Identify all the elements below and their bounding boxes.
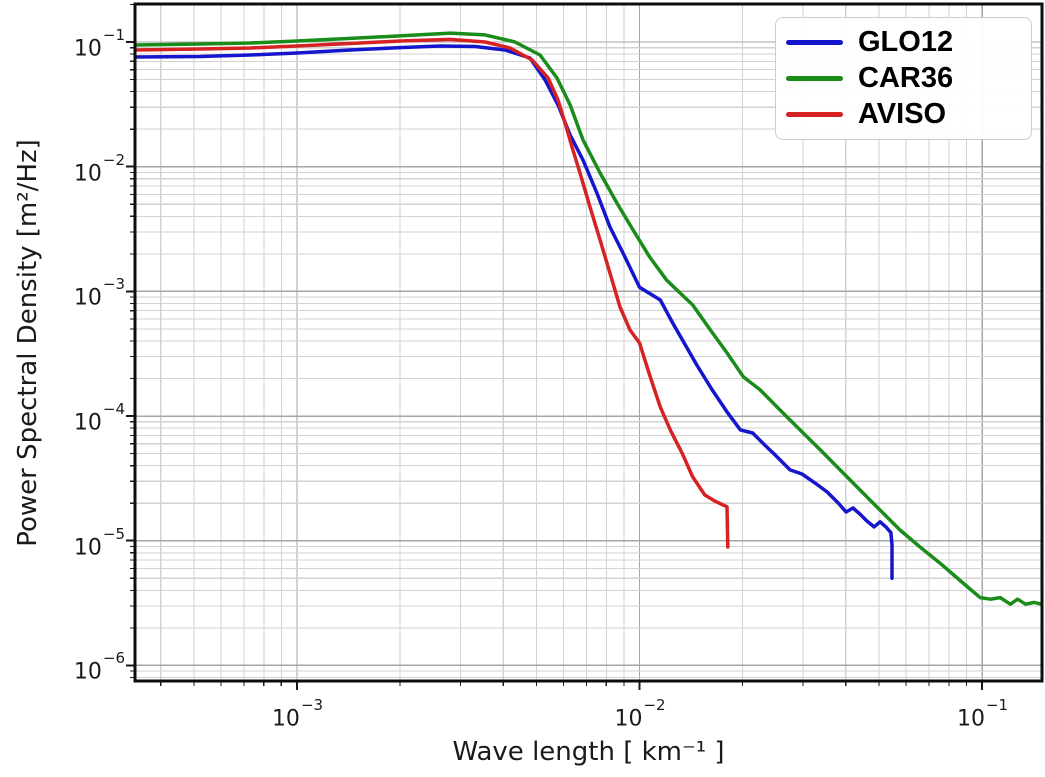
plot-border <box>133 2 1044 683</box>
y-tick-label: 10−4 <box>73 400 125 436</box>
series-line-car36 <box>135 31 1042 606</box>
legend-label-car36: CAR36 <box>858 61 954 94</box>
legend-line-swatch-glo12 <box>786 40 843 46</box>
x-axis-label: Wave length [ km⁻¹ ] <box>452 737 725 767</box>
y-tick-label: 10−2 <box>73 150 125 187</box>
legend-item-glo12: GLO12 <box>786 26 1021 59</box>
legend: GLO12 CAR36 AVISO <box>775 17 1032 140</box>
y-tick-label: 10−3 <box>73 275 125 311</box>
y-tick-label: 10−6 <box>73 649 125 685</box>
x-tick-label: 10−1 <box>956 696 1009 732</box>
series-line-aviso <box>135 37 730 549</box>
legend-line-swatch-car36 <box>786 75 843 81</box>
legend-label-aviso: AVISO <box>858 97 947 130</box>
x-tick-label: 10−3 <box>271 696 324 732</box>
y-tick-label: 10−1 <box>73 26 125 62</box>
legend-label-glo12: GLO12 <box>858 26 954 59</box>
y-axis-label: Power Spectral Density [m²/Hz] <box>13 138 43 547</box>
y-tick-label: 10−5 <box>73 524 125 561</box>
legend-item-aviso: AVISO <box>786 98 1021 131</box>
series-group <box>135 31 1042 606</box>
legend-line-swatch-aviso <box>786 111 843 117</box>
x-tick-label: 10−2 <box>614 696 666 732</box>
legend-item-car36: CAR36 <box>786 62 1021 95</box>
series-line-glo12 <box>135 44 894 581</box>
y-axis-label-wrap: Power Spectral Density [m²/Hz] <box>2 4 54 681</box>
